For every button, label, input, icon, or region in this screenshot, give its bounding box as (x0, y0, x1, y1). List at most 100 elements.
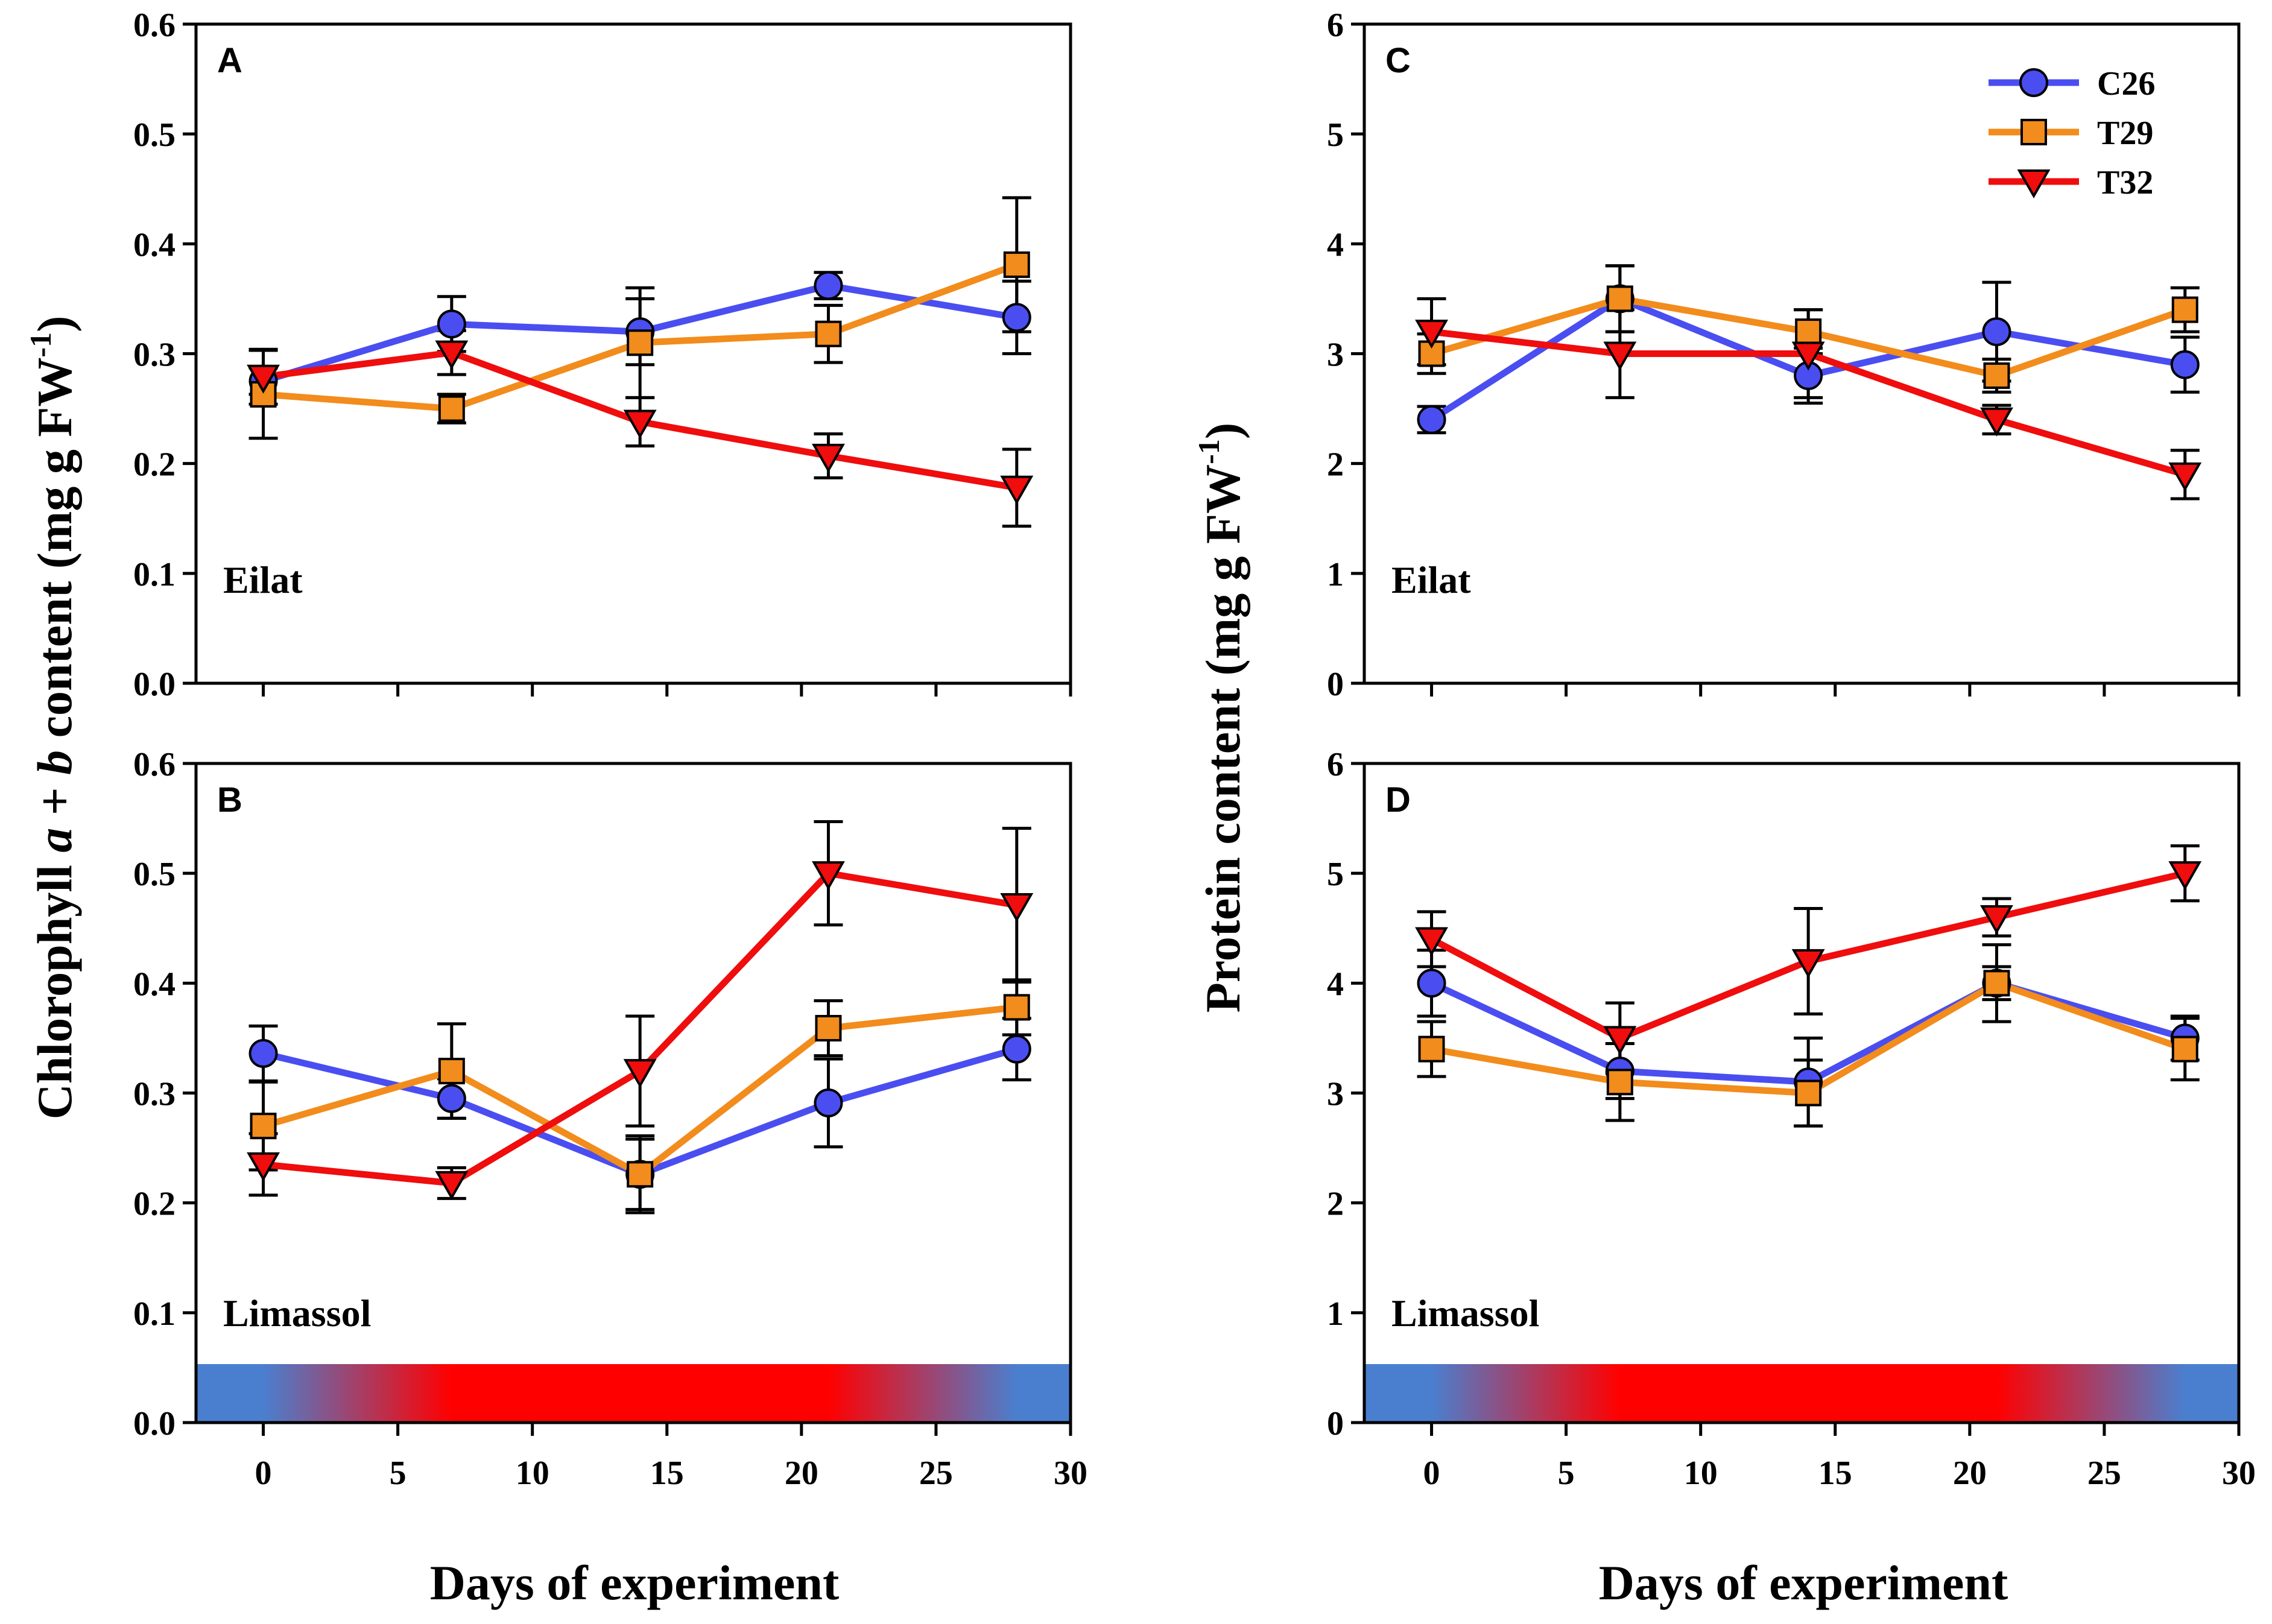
y-tick-label: 0.6 (133, 746, 176, 783)
legend-label-c26: C26 (2097, 65, 2155, 103)
data-point-c26 (248, 1038, 278, 1068)
x-tick-label: 15 (650, 1455, 684, 1492)
data-point-t32 (623, 409, 657, 439)
y-tick-label: 0 (1327, 1405, 1344, 1442)
left-y-title-close: ) (27, 316, 82, 332)
data-point-t29 (815, 320, 842, 347)
x-tick-label: 5 (390, 1455, 407, 1492)
x-tick-label: 20 (1953, 1455, 1987, 1492)
legend-marker-t29 (2020, 119, 2047, 145)
site-label: Eilat (223, 558, 303, 601)
left-y-axis-title: Chlorophyll a + b content (mg g FW-1) (24, 316, 82, 1120)
left-x-axis-title: Days of experiment (430, 1555, 840, 1610)
data-point-t32 (1791, 341, 1825, 371)
data-point-c26 (1002, 303, 1031, 332)
panel-letter: D (1385, 780, 1411, 820)
y-tick-label: 6 (1327, 746, 1344, 783)
data-point-t29 (1003, 251, 1030, 278)
data-point-t29 (815, 1015, 842, 1042)
panel-a: 0.0 0.1 0.2 0.3 0.4 0.5 0.6 A Eilat (133, 7, 1072, 703)
data-point-t29 (438, 395, 465, 422)
data-point-t32 (247, 1152, 280, 1181)
x-tick-label: 20 (785, 1455, 818, 1492)
panel-letter: C (1385, 41, 1411, 80)
data-point-t32 (2168, 462, 2202, 491)
heat-bar (1364, 1364, 2239, 1423)
left-y-title-unit: content (mg g FW (27, 358, 82, 750)
left-y-title-prefix: Chlorophyll (27, 853, 82, 1120)
left-y-title-sup: -1 (24, 332, 57, 358)
data-point-t32 (1000, 893, 1034, 923)
site-label: Eilat (1391, 558, 1471, 601)
data-point-t29 (2171, 1035, 2198, 1063)
x-tick-label: 30 (1054, 1455, 1087, 1492)
legend-label-t29: T29 (2097, 115, 2153, 152)
data-point-t29 (2171, 296, 2198, 323)
left-y-title-a: a (27, 828, 82, 853)
panel-letter: B (217, 780, 242, 820)
data-point-c26 (437, 309, 466, 339)
data-point-c26 (814, 271, 843, 300)
data-point-t32 (1603, 341, 1637, 371)
y-tick-label: 0.6 (133, 7, 176, 44)
y-tick-label: 0.2 (133, 1186, 176, 1223)
data-point-t32 (623, 1059, 657, 1088)
x-tick-label: 0 (255, 1455, 272, 1492)
y-tick-label: 4 (1327, 226, 1344, 264)
panel-d: 0 1 2 3 4 5 6 0 5 10 15 20 25 30 D Limassol (1327, 746, 2256, 1492)
data-point-t29 (438, 1058, 465, 1085)
data-point-t29 (1983, 970, 2010, 997)
x-tick-label: 25 (919, 1455, 953, 1492)
x-tick-label: 0 (1423, 1455, 1440, 1492)
legend-label-t32: T32 (2097, 164, 2153, 201)
data-point-t32 (1415, 927, 1448, 956)
data-point-t29 (1003, 994, 1030, 1021)
left-y-title-plus: + (27, 775, 82, 828)
panel-c: 0 1 2 3 4 5 6 C Eilat C26 T29 T32 (1327, 7, 2241, 703)
site-label: Limassol (1391, 1292, 1539, 1335)
data-point-c26 (1417, 405, 1446, 434)
y-tick-label: 0.0 (133, 1405, 176, 1442)
y-tick-label: 0.0 (133, 666, 176, 703)
right-y-title-prefix: Protein content (mg g FW (1195, 464, 1250, 1013)
panel-b: 0.0 0.1 0.2 0.3 0.4 0.5 0.6 0 5 10 15 20 25 30 B Limass… (133, 746, 1087, 1492)
y-tick-label: 0.4 (133, 226, 176, 264)
y-tick-label: 3 (1327, 336, 1344, 374)
data-point-t29 (1606, 1069, 1633, 1096)
data-point-t32 (1791, 949, 1825, 978)
data-point-t32 (435, 340, 469, 370)
right-y-title-sup: -1 (1192, 439, 1226, 464)
y-tick-label: 0.5 (133, 856, 176, 893)
data-point-t29 (1795, 1079, 1822, 1107)
y-tick-label: 5 (1327, 116, 1344, 154)
data-point-t32 (247, 364, 280, 394)
y-tick-label: 0 (1327, 666, 1344, 703)
legend-marker-t32 (2017, 169, 2051, 199)
right-y-title-close: ) (1195, 423, 1250, 439)
data-point-t29 (1606, 285, 1633, 312)
data-point-t32 (1603, 1026, 1637, 1055)
right-y-axis-title: Protein content (mg g FW-1) (1192, 423, 1250, 1013)
legend-marker-c26 (2019, 68, 2048, 97)
data-point-t29 (627, 329, 654, 356)
data-point-c26 (437, 1084, 466, 1113)
data-point-t32 (2168, 861, 2202, 891)
x-tick-label: 25 (2087, 1455, 2121, 1492)
right-x-axis-title: Days of experiment (1599, 1555, 2008, 1610)
site-label: Limassol (223, 1292, 371, 1335)
x-tick-label: 10 (1684, 1455, 1718, 1492)
y-tick-label: 2 (1327, 446, 1344, 484)
data-point-t32 (812, 861, 845, 891)
data-point-t32 (1000, 475, 1034, 505)
data-point-c26 (2170, 350, 2200, 379)
data-point-t32 (435, 1171, 469, 1200)
data-point-t32 (1415, 320, 1448, 349)
y-tick-label: 1 (1327, 556, 1344, 593)
y-tick-label: 0.2 (133, 446, 176, 484)
y-tick-label: 1 (1327, 1295, 1344, 1333)
x-tick-label: 10 (516, 1455, 549, 1492)
legend: C26 T29 T32 (1989, 65, 2155, 201)
data-point-t32 (812, 443, 845, 473)
x-tick-label: 30 (2222, 1455, 2256, 1492)
